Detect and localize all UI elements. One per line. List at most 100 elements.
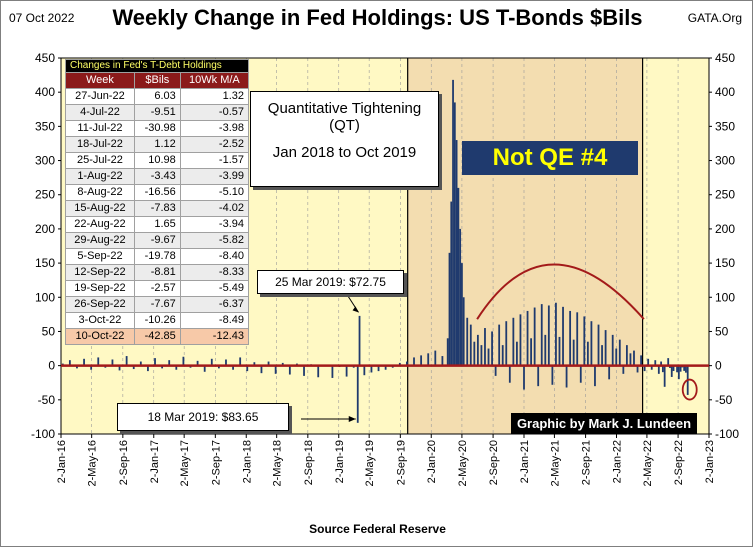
table-header-bils: $Bils	[133, 72, 181, 89]
bar	[455, 140, 458, 366]
bar	[683, 365, 686, 371]
bar	[562, 306, 564, 366]
table-header-row: Week $Bils 10Wk M/A	[65, 72, 250, 89]
bar	[629, 353, 632, 366]
bar	[331, 365, 334, 378]
bar	[625, 345, 628, 366]
table-cell-week: 3-Oct-22	[65, 312, 135, 329]
bar	[260, 365, 263, 374]
annotation-arrowhead-mar25	[352, 306, 359, 313]
table-cell-week: 1-Aug-22	[65, 168, 135, 185]
bar	[590, 321, 593, 366]
qt-line-1: Quantitative Tightening	[267, 100, 422, 117]
bar	[281, 362, 284, 366]
table-cell-week: 22-Aug-22	[65, 216, 135, 233]
bar	[547, 305, 550, 366]
table-cell-ma: -3.98	[179, 120, 250, 137]
table-body: 27-Jun-22 6.03 1.32 4-Jul-22 -9.51 -0.57 11-Ju…	[65, 88, 250, 345]
bar	[168, 360, 171, 366]
table-row: 15-Aug-22 -7.83 -4.02	[65, 200, 250, 217]
x-tick-label: 2-Jan-21	[519, 440, 531, 483]
y-tick-label-right: 0	[715, 359, 722, 373]
bar	[246, 365, 249, 372]
table-cell-bils: 6.03	[133, 88, 181, 105]
bar	[125, 356, 128, 366]
y-tick-label-right: 450	[715, 51, 735, 65]
bar	[370, 365, 373, 373]
x-tick-label: 2-May-21	[549, 440, 561, 486]
table-row: 4-Jul-22 -9.51 -0.57	[65, 104, 250, 121]
table-row: 29-Aug-22 -9.67 -5.82	[65, 232, 250, 249]
bar	[175, 365, 178, 370]
bar	[615, 348, 618, 366]
highlight-circle	[681, 378, 698, 401]
date-label: 07 Oct 2022	[9, 11, 75, 25]
table-cell-ma: -3.94	[179, 216, 250, 233]
table-cell-week: 26-Sep-22	[65, 296, 135, 313]
table-cell-ma: -6.37	[179, 296, 250, 313]
bar	[677, 365, 680, 380]
shaded-region	[407, 58, 643, 434]
table-title: Changes in Fed's T-Debt Holdings	[65, 59, 249, 73]
table-cell-ma: -5.82	[179, 232, 250, 249]
bar	[670, 365, 673, 377]
bar	[68, 360, 71, 366]
x-tick-label: 2-May-18	[272, 440, 284, 486]
bar	[118, 365, 121, 371]
bar	[90, 365, 93, 370]
credit-label: Graphic by Mark J. Lundeen	[511, 413, 697, 434]
x-tick-label: 2-May-20	[457, 440, 469, 486]
bar	[583, 316, 586, 366]
table-row: 26-Sep-22 -7.67 -6.37	[65, 296, 250, 313]
table-cell-ma: -8.33	[179, 264, 250, 281]
table-cell-week: 11-Jul-22	[65, 120, 135, 137]
table-cell-week: 19-Sep-22	[65, 280, 135, 297]
bar	[196, 360, 199, 366]
annotation-arrowhead-mar18	[348, 416, 356, 422]
x-tick-label: 2-Jan-16	[56, 440, 68, 483]
qt-line-3: Jan 2018 to Oct 2019	[272, 144, 417, 161]
table-cell-week: 29-Aug-22	[65, 232, 135, 249]
bar	[679, 365, 682, 372]
x-tick-label: 2-May-19	[364, 440, 376, 486]
table-row: 19-Sep-22 -2.57 -5.49	[65, 280, 250, 297]
bar	[551, 365, 554, 385]
bar	[618, 339, 621, 366]
qt-annotation-box: Quantitative Tightening (QT) Jan 2018 to…	[250, 91, 439, 187]
y-tick-label-right: 50	[715, 324, 729, 338]
bar	[633, 350, 635, 366]
bar	[685, 365, 687, 373]
table-cell-bils: 1.65	[133, 216, 181, 233]
table-title-row: Changes in Fed's T-Debt Holdings	[65, 59, 249, 73]
table-cell-bils: -42.85	[133, 328, 181, 345]
bar	[540, 304, 543, 366]
bar	[512, 317, 515, 366]
x-tick-label: 2-Jan-17	[149, 440, 161, 483]
y-tick-label-right: -100	[715, 427, 739, 441]
y-tick-label-left: 100	[35, 290, 55, 304]
x-tick-label: 2-Sep-19	[395, 440, 407, 485]
table-cell-week: 5-Sep-22	[65, 248, 135, 265]
x-tick-label: 2-Sep-20	[488, 440, 500, 485]
table-cell-ma: -1.57	[179, 152, 250, 169]
x-tick-label: 2-May-16	[87, 440, 99, 486]
bar	[161, 365, 164, 369]
table-cell-bils: -19.78	[133, 248, 181, 265]
bar	[533, 307, 536, 366]
table-cell-bils: -16.56	[133, 184, 181, 201]
bar	[508, 365, 511, 383]
bar	[667, 358, 670, 366]
table-row: 3-Oct-22 -10.26 -8.49	[65, 312, 250, 329]
table-cell-week: 27-Jun-22	[65, 88, 135, 105]
bar	[147, 365, 149, 372]
table-row: 10-Oct-22 -42.85 -12.43	[65, 328, 250, 345]
bar	[579, 365, 582, 383]
table-header-week: Week	[65, 72, 135, 89]
x-tick-label: 2-Sep-18	[303, 440, 315, 485]
bar	[132, 365, 135, 370]
bar	[604, 330, 607, 366]
x-axis-source-label: Source Federal Reserve	[309, 522, 446, 536]
y-tick-label-left: 50	[42, 324, 56, 338]
bar	[448, 252, 451, 366]
bar	[83, 358, 85, 366]
